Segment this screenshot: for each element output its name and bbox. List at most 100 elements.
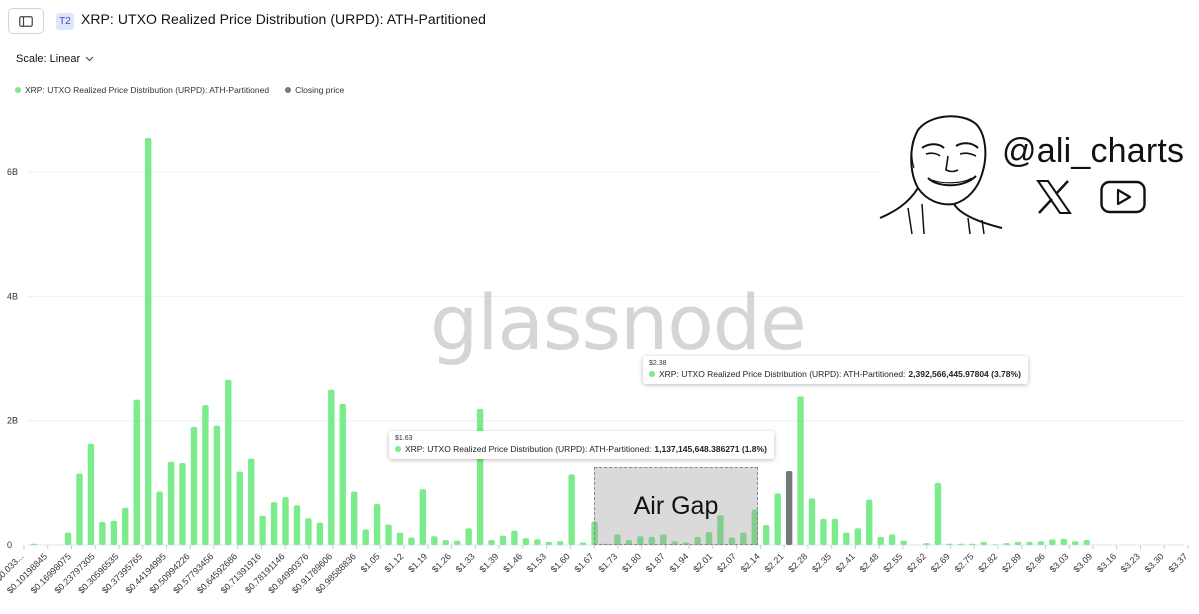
bar[interactable] [465,528,472,545]
bar[interactable] [957,543,965,545]
bar[interactable] [522,538,530,545]
bar[interactable] [694,536,701,545]
bar[interactable] [396,532,404,545]
bar[interactable] [488,540,495,545]
bar[interactable] [763,525,770,545]
bar[interactable] [442,540,449,545]
tier-badge: T2 [56,13,74,30]
bar[interactable] [499,535,507,545]
bar[interactable] [122,507,129,545]
x-tick-label: $2.75 [953,551,976,574]
bar[interactable] [1072,541,1079,545]
bar[interactable] [843,532,850,545]
bar[interactable] [534,539,541,545]
bar[interactable] [1026,541,1033,545]
bar[interactable] [30,543,37,545]
legend-label-closing-price: Closing price [295,85,345,95]
bar[interactable] [660,534,667,545]
x-tick-label: $1.80 [620,551,643,574]
bar[interactable] [99,522,106,545]
bar[interactable] [969,543,976,545]
bar[interactable] [717,515,724,545]
bar[interactable] [328,389,335,545]
bar[interactable] [202,405,209,545]
x-tick-label: $3.30 [1143,551,1166,574]
bar[interactable] [190,426,198,545]
bar[interactable] [350,491,358,545]
bar[interactable] [820,518,827,545]
bar[interactable] [110,520,118,545]
bar[interactable] [637,536,644,545]
bar[interactable] [64,532,72,545]
bar[interactable] [270,502,278,545]
bar[interactable] [614,534,621,545]
bar[interactable] [866,499,873,545]
bar[interactable] [648,536,655,545]
bar[interactable] [877,536,884,545]
bar[interactable] [305,518,312,545]
bar[interactable] [923,543,930,545]
bar[interactable] [454,540,461,545]
bar[interactable] [259,515,266,545]
bar[interactable] [476,408,484,545]
bar[interactable] [293,505,301,545]
bar[interactable] [946,543,953,545]
bar[interactable] [385,524,392,545]
bar[interactable] [888,534,896,545]
bar[interactable] [144,137,152,545]
bar[interactable] [179,462,186,545]
x-tick-label: $2.41 [834,551,857,574]
bar[interactable] [236,471,243,545]
bar[interactable] [408,537,415,545]
bar[interactable] [167,461,175,545]
bar[interactable] [980,541,987,545]
youtube-icon[interactable] [1100,180,1146,214]
bar[interactable] [247,458,255,545]
bar[interactable] [373,503,381,545]
bar[interactable] [316,522,324,545]
legend-item-closing-price[interactable]: Closing price [285,85,344,95]
bar[interactable] [1014,541,1022,545]
bar[interactable] [1060,538,1068,545]
bar[interactable] [797,396,804,545]
bar[interactable] [87,443,95,545]
bar[interactable] [900,540,907,545]
bar[interactable] [133,399,140,545]
bar[interactable] [740,532,747,545]
bar[interactable] [728,537,736,545]
bar[interactable] [156,491,163,545]
x-icon[interactable] [1036,180,1072,214]
bar[interactable] [511,530,518,545]
bar[interactable] [991,544,999,545]
bar[interactable] [431,536,438,545]
x-tick-label: $1.60 [549,551,572,574]
bar[interactable] [76,473,83,545]
bar[interactable] [282,497,289,545]
bar[interactable] [1037,541,1045,545]
bar[interactable] [568,474,575,545]
bar[interactable] [934,482,942,545]
closing-price-bar[interactable] [785,471,793,545]
bar[interactable] [808,498,816,545]
bar[interactable] [774,493,781,545]
bar[interactable] [213,425,221,545]
bar[interactable] [419,489,427,545]
bar[interactable] [225,379,232,545]
bar[interactable] [854,528,862,545]
bar[interactable] [1049,539,1056,545]
bar[interactable] [557,541,564,545]
tooltip-value: 2,392,566,445.97804 (3.78%) [908,369,1021,379]
bar[interactable] [751,509,758,545]
bar[interactable] [362,529,369,545]
bar[interactable] [1083,540,1090,545]
scale-selector[interactable]: Scale: Linear [16,53,94,65]
sidebar-toggle-button[interactable] [8,8,44,34]
bar[interactable] [625,540,633,545]
bar[interactable] [579,542,587,545]
bar[interactable] [1003,543,1010,545]
bar[interactable] [831,518,839,545]
bar[interactable] [545,541,552,545]
bar[interactable] [339,403,346,545]
bar[interactable] [705,531,713,545]
legend-item-urpd[interactable]: XRP: UTXO Realized Price Distribution (U… [15,85,269,95]
